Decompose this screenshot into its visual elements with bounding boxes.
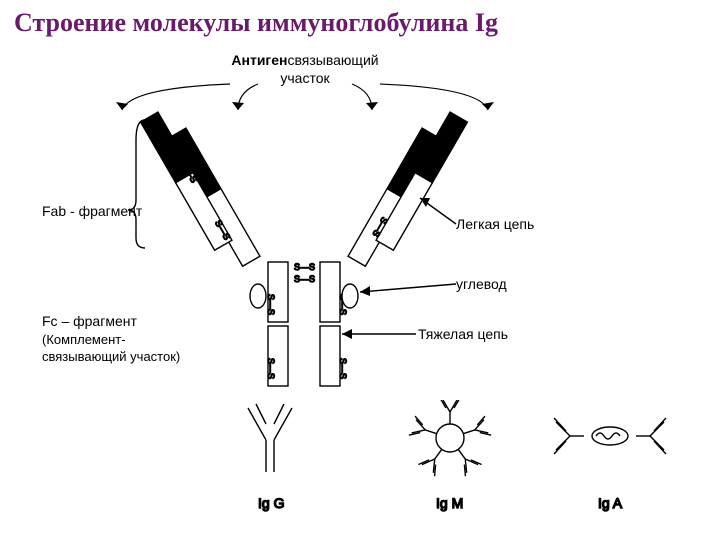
svg-text:S—S: S—S <box>338 358 348 379</box>
svg-text:S—S: S—S <box>266 294 276 315</box>
svg-text:S—S: S—S <box>294 262 315 272</box>
igg-icon <box>248 404 292 472</box>
svg-text:S—S: S—S <box>266 358 276 379</box>
svg-text:S—S: S—S <box>294 274 315 284</box>
iga-label: Ig A <box>598 495 623 511</box>
antibody-diagram: S—S S—S S—S S—S S—S S—S S—S S—S S—S S—S <box>0 40 720 460</box>
ig-classes: Ig G Ig M <box>0 400 720 530</box>
igm-label: Ig M <box>436 495 463 511</box>
igm-icon <box>409 400 491 476</box>
page-title: Строение молекулы иммуноглобулина Ig <box>14 8 498 38</box>
igg-label: Ig G <box>258 495 284 511</box>
iga-icon <box>554 418 666 454</box>
